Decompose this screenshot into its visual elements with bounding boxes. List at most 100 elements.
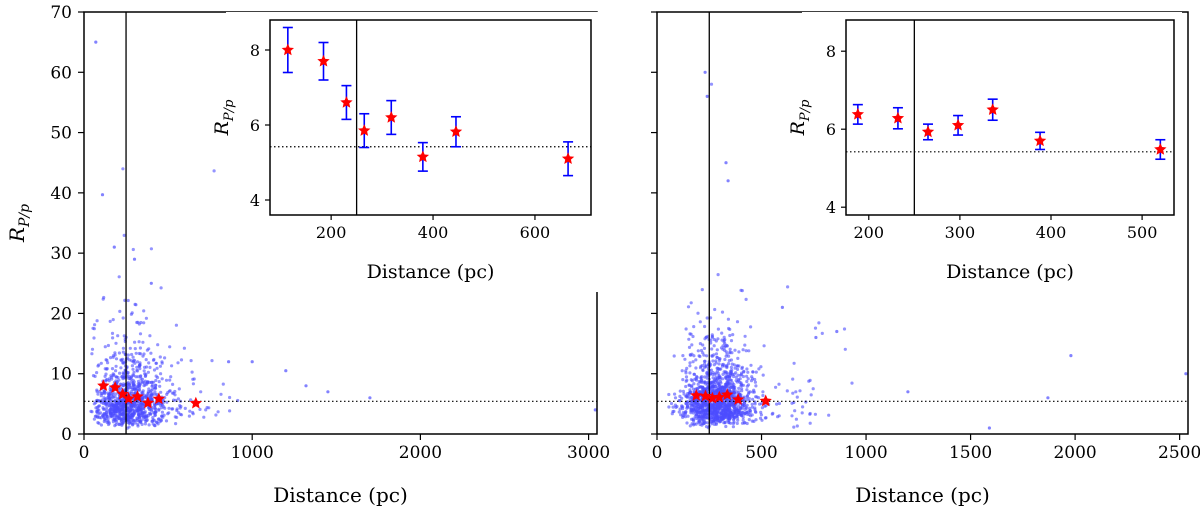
scatter-point (114, 392, 118, 396)
scatter-point (728, 378, 733, 382)
scatter-point (712, 344, 716, 348)
scatter-point (131, 355, 135, 359)
scatter-point (140, 377, 145, 381)
scatter-point (99, 423, 103, 427)
scatter-point (127, 377, 131, 381)
scatter-point (144, 316, 148, 320)
scatter-point (133, 387, 137, 391)
scatter-point (725, 365, 729, 370)
scatter-point (713, 380, 717, 384)
scatter-point (170, 407, 174, 411)
scatter-point (723, 420, 727, 424)
inset-y-tick-label: 6 (826, 120, 836, 139)
scatter-point (740, 289, 744, 293)
scatter-point (126, 298, 130, 303)
scatter-point (103, 397, 107, 401)
scatter-point (136, 424, 140, 428)
scatter-point (140, 418, 144, 422)
scatter-point (678, 407, 682, 411)
scatter-point (698, 405, 702, 409)
binned-star (108, 381, 122, 393)
scatter-point (179, 404, 183, 409)
scatter-point (134, 303, 138, 307)
scatter-point (702, 375, 707, 379)
scatter-point (813, 326, 818, 330)
scatter-point (732, 372, 736, 376)
scatter-point (142, 384, 146, 388)
scatter-point (154, 361, 158, 365)
scatter-point (142, 369, 146, 373)
scatter-point (715, 369, 720, 373)
scatter-point (165, 400, 169, 404)
scatter-point (141, 397, 145, 401)
scatter-point (704, 403, 708, 407)
scatter-point (715, 348, 719, 352)
scatter-point (729, 365, 734, 369)
x-tick-label: 3000 (567, 443, 610, 463)
scatter-point (121, 167, 125, 171)
scatter-point (140, 412, 144, 416)
scatter-point (712, 363, 716, 367)
scatter-point (737, 350, 741, 354)
scatter-point (743, 334, 747, 338)
x-axis-title: Distance (pc) (855, 483, 990, 507)
scatter-point (114, 375, 119, 379)
inset-binned-star (1154, 142, 1167, 155)
scatter-point (725, 405, 729, 409)
scatter-point (228, 409, 232, 413)
scatter-point (118, 309, 122, 313)
scatter-point (678, 389, 682, 393)
scatter-point (697, 420, 701, 424)
scatter-point (204, 408, 208, 412)
scatter-point (692, 382, 696, 386)
binned-star (152, 392, 166, 405)
scatter-point (111, 408, 115, 412)
inset-x-tick-label: 200 (854, 223, 885, 242)
scatter-point (109, 374, 113, 378)
scatter-point (1046, 396, 1050, 400)
scatter-point (137, 413, 141, 417)
scatter-point (692, 408, 696, 412)
scatter-point (701, 343, 705, 347)
scatter-point (987, 426, 992, 430)
scatter-point (763, 416, 768, 420)
scatter-point (761, 390, 765, 394)
scatter-point (133, 347, 137, 351)
scatter-point (701, 419, 705, 423)
scatter-point (697, 415, 701, 419)
scatter-point (119, 405, 123, 409)
scatter-point (813, 412, 818, 416)
scatter-point (147, 361, 151, 365)
scatter-point (850, 381, 854, 385)
scatter-point (759, 413, 764, 417)
scatter-point (746, 410, 751, 414)
scatter-point (740, 365, 745, 369)
scatter-point (731, 411, 735, 415)
scatter-point (790, 401, 794, 405)
scatter-point (228, 395, 232, 400)
scatter-point (90, 410, 94, 414)
scatter-point (102, 389, 106, 393)
scatter-point (129, 380, 134, 384)
scatter-point (687, 345, 692, 349)
scatter-point (134, 351, 138, 355)
binned-star (731, 393, 745, 405)
scatter-point (147, 380, 152, 384)
scatter-point (153, 390, 157, 394)
scatter-point (735, 367, 740, 371)
scatter-point (795, 395, 799, 399)
inset-x-tick-label: 400 (418, 223, 449, 242)
scatter-point (740, 387, 744, 391)
scatter-point (701, 406, 705, 410)
scatter-point (685, 366, 689, 370)
scatter-point (174, 422, 178, 426)
scatter-point (762, 344, 766, 348)
inset-y-axis-title-subscript: P/p (222, 99, 237, 122)
scatter-point (749, 325, 753, 329)
scatter-point (691, 360, 695, 364)
inset-x-tick-label: 500 (1127, 223, 1158, 242)
scatter-point (137, 388, 141, 392)
scatter-point (680, 404, 684, 408)
x-tick-label: 0 (79, 443, 90, 463)
scatter-point (136, 399, 140, 403)
